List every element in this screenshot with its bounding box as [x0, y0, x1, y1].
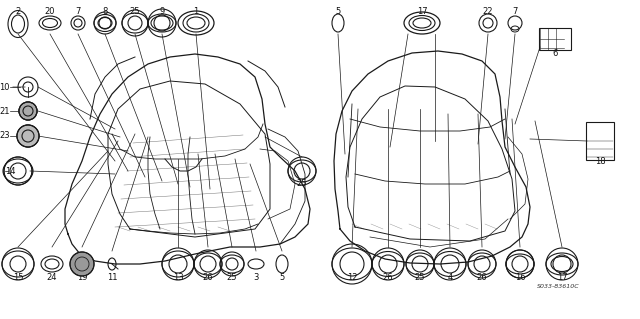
Text: 15: 15 — [13, 272, 23, 281]
Text: S033-83610C: S033-83610C — [538, 284, 580, 288]
Text: 1: 1 — [193, 6, 198, 16]
Text: 26: 26 — [477, 272, 487, 281]
Text: 5: 5 — [335, 6, 340, 16]
Text: 12: 12 — [347, 272, 357, 281]
Text: 25: 25 — [227, 272, 237, 281]
Text: 26: 26 — [203, 272, 213, 281]
Text: 26: 26 — [383, 272, 394, 281]
Text: 20: 20 — [45, 6, 55, 16]
Text: 3: 3 — [253, 272, 259, 281]
Text: 6: 6 — [552, 49, 557, 58]
Text: 2: 2 — [15, 6, 20, 16]
Text: 21: 21 — [0, 107, 10, 115]
Text: 18: 18 — [595, 158, 605, 167]
Text: 8: 8 — [102, 6, 108, 16]
Text: 11: 11 — [107, 272, 117, 281]
Text: 22: 22 — [483, 6, 493, 16]
Text: 24: 24 — [47, 272, 57, 281]
Text: 17: 17 — [557, 272, 567, 281]
Bar — [539, 28, 571, 50]
Text: 25: 25 — [297, 180, 307, 189]
Text: 16: 16 — [515, 272, 525, 281]
Text: 9: 9 — [159, 6, 164, 16]
Text: 4: 4 — [447, 272, 452, 281]
Circle shape — [19, 102, 37, 120]
Text: 7: 7 — [512, 6, 518, 16]
Text: 25: 25 — [415, 272, 425, 281]
Text: 10: 10 — [0, 83, 10, 92]
Bar — [586, 122, 614, 160]
Text: 14: 14 — [5, 167, 15, 175]
Text: 25: 25 — [130, 6, 140, 16]
Text: 5: 5 — [280, 272, 285, 281]
Text: 17: 17 — [417, 6, 428, 16]
Circle shape — [17, 125, 39, 147]
Text: 13: 13 — [173, 272, 183, 281]
Circle shape — [70, 252, 94, 276]
Text: 23: 23 — [0, 131, 10, 140]
Text: 19: 19 — [77, 272, 87, 281]
Text: 7: 7 — [76, 6, 81, 16]
